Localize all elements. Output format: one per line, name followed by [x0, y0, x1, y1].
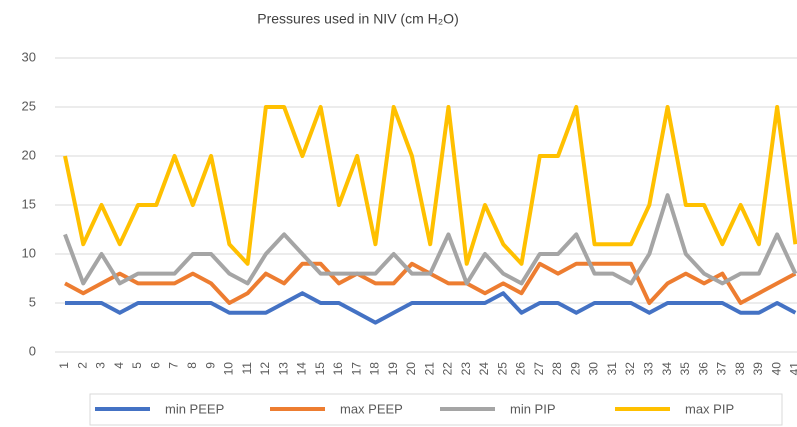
x-tick-label: 1 [57, 362, 71, 369]
x-tick-label: 12 [258, 362, 272, 376]
x-tick-label: 19 [386, 362, 400, 376]
x-tick-label: 17 [349, 362, 363, 376]
x-tick-label: 5 [130, 362, 144, 369]
x-tick-label: 23 [459, 362, 473, 376]
y-tick-label: 10 [22, 245, 36, 260]
x-tick-label: 24 [477, 362, 491, 376]
x-tick-label: 34 [660, 362, 674, 376]
legend-box [89, 393, 783, 426]
x-tick-label: 2 [75, 362, 89, 369]
x-tick-label: 38 [733, 362, 747, 376]
legend-label: min PEEP [165, 401, 224, 416]
legend-label: min PIP [510, 401, 556, 416]
y-tick-label: 25 [22, 98, 36, 113]
x-tick-label: 41 [788, 362, 797, 376]
x-tick-label: 30 [587, 362, 601, 376]
x-tick-label: 20 [404, 362, 418, 376]
x-tick-label: 22 [441, 362, 455, 376]
x-tick-label: 8 [185, 362, 199, 369]
x-tick-label: 16 [331, 362, 345, 376]
series-line [63, 193, 797, 286]
x-tick-label: 37 [715, 362, 729, 376]
x-tick-label: 6 [148, 362, 162, 369]
x-tick-label: 35 [678, 362, 692, 376]
x-tick-label: 29 [568, 362, 582, 376]
x-tick-label: 14 [295, 362, 309, 376]
x-tick-label: 9 [203, 362, 217, 369]
legend-label: max PIP [685, 401, 734, 416]
y-tick-label: 0 [29, 343, 36, 358]
x-tick-label: 18 [368, 362, 382, 376]
x-tick-label: 36 [696, 362, 710, 376]
y-tick-label: 30 [22, 49, 36, 64]
series-line [63, 105, 797, 266]
chart-title: Pressures used in NIV (cm H₂O) [257, 11, 458, 27]
x-tick-label: 32 [623, 362, 637, 376]
x-tick-label: 26 [514, 362, 528, 376]
x-tick-label: 3 [94, 362, 108, 369]
x-tick-label: 13 [276, 362, 290, 376]
series-line [65, 291, 797, 325]
legend-label: max PEEP [340, 401, 403, 416]
x-tick-label: 25 [495, 362, 509, 376]
x-tick-label: 21 [422, 362, 436, 376]
y-tick-label: 5 [29, 294, 36, 309]
x-tick-label: 28 [550, 362, 564, 376]
x-tick-label: 33 [641, 362, 655, 376]
x-tick-label: 10 [222, 362, 236, 376]
x-tick-label: 4 [112, 362, 126, 369]
x-tick-label: 39 [751, 362, 765, 376]
x-tick-label: 7 [167, 362, 181, 369]
x-tick-label: 27 [532, 362, 546, 376]
x-tick-label: 11 [240, 362, 254, 375]
y-tick-label: 20 [22, 147, 36, 162]
x-tick-label: 40 [769, 362, 783, 376]
y-tick-label: 15 [22, 196, 36, 211]
x-tick-label: 31 [605, 362, 619, 376]
x-tick-label: 15 [313, 362, 327, 376]
